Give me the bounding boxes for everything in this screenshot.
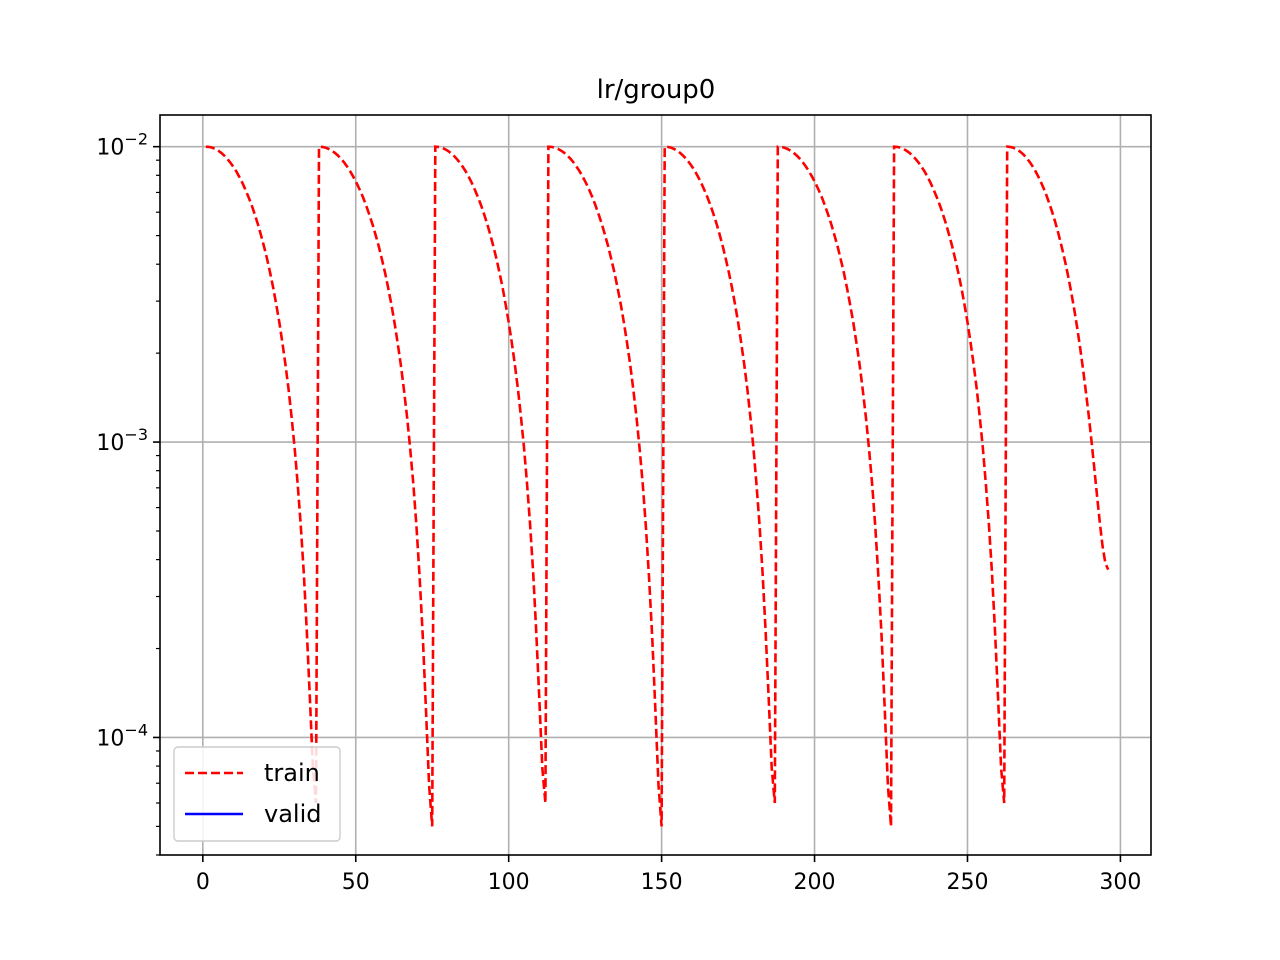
chart-title: lr/group0 (597, 75, 716, 105)
x-tick-label: 200 (794, 870, 836, 895)
legend-box (173, 746, 341, 842)
axis-ticks: 0 50 100 150 200 250 300 10−4 10−3 10−2 (96, 130, 1141, 895)
x-tick-label: 150 (641, 870, 683, 895)
y-tick-label: 10−3 (96, 425, 148, 456)
grid-lines (160, 115, 1151, 855)
legend-label-train: train (264, 759, 320, 787)
legend: train valid (173, 746, 341, 842)
series-line-train (205, 145, 1110, 827)
x-tick-label: 300 (1099, 870, 1141, 895)
x-tick-label: 0 (196, 870, 210, 895)
y-tick-label: 10−2 (96, 130, 148, 161)
x-tick-label: 100 (488, 870, 530, 895)
x-tick-label: 50 (342, 870, 370, 895)
y-tick-label: 10−4 (96, 720, 148, 751)
legend-label-valid: valid (264, 800, 321, 828)
series-layer (205, 145, 1110, 827)
plot-area-frame (159, 114, 1152, 856)
x-tick-label: 250 (946, 870, 988, 895)
